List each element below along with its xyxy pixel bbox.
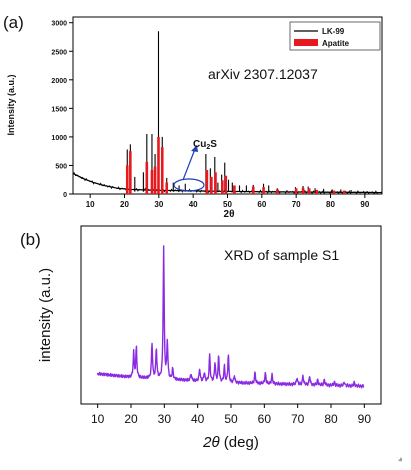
apatite-peak-10 xyxy=(214,172,217,194)
apatite-peak-15 xyxy=(262,187,265,194)
panel-a-y-tick-label: 1000 xyxy=(51,135,67,142)
panel-b-label: (b) xyxy=(20,230,41,249)
panel-a-y-tick-label: 0 xyxy=(63,192,67,199)
panel-a-legend: LK-99 Apatite xyxy=(289,21,381,51)
panel-b-x-tick-label: 20 xyxy=(124,412,138,426)
apatite-peak-5 xyxy=(157,136,160,194)
panel-a-axes: 10 20 30 40 50 60 70 80 90 0 500 1000 1500 2000 2500 30… xyxy=(51,21,369,209)
apatite-peak-11 xyxy=(221,180,224,194)
cu2s-arrow-head xyxy=(191,145,198,152)
panel-a-ylabel: Intensity (a.u.) xyxy=(6,74,16,135)
panel-a-lk99-background xyxy=(72,171,383,195)
panel-a-x-tick-label: 30 xyxy=(154,200,163,209)
panel-b-background xyxy=(96,245,365,389)
apatite-peak-12 xyxy=(224,175,228,194)
apatite-peak-6 xyxy=(160,147,164,194)
cu2s-marker-arrow xyxy=(182,148,196,181)
panel-a-y-tick-label: 2000 xyxy=(51,78,67,85)
panel-a-y-tick-label: 2500 xyxy=(51,49,67,56)
panel-b-x-tick-label: 40 xyxy=(191,412,205,426)
apatite-peak-9 xyxy=(210,176,213,194)
cu2s-marker-ellipse xyxy=(173,178,205,192)
apatite-peak-0 xyxy=(125,165,129,194)
panel-a-x-tick-label: 10 xyxy=(86,200,95,209)
panel-a-x-tick-label: 50 xyxy=(223,200,232,209)
panel-a-label: (a) xyxy=(3,13,24,32)
apatite-peak-17 xyxy=(294,188,298,194)
lk99-noise-line xyxy=(72,171,382,195)
apatite-peak-19 xyxy=(307,188,311,194)
panel-a-apatite-peaks xyxy=(125,136,346,194)
apatite-peak-14 xyxy=(251,186,255,194)
panel-a-x-tick-label: 70 xyxy=(292,200,301,209)
panel-a-annotation: arXiv 2307.12037 xyxy=(208,66,318,82)
apatite-peak-2 xyxy=(145,162,149,194)
panel-b-series-name: XRD of sample S1 xyxy=(224,247,339,263)
panel-b-x-tick-label: 50 xyxy=(224,412,238,426)
legend-lk99-label: LK-99 xyxy=(322,27,345,36)
apatite-peak-20 xyxy=(315,190,319,194)
legend-apatite-swatch xyxy=(294,39,318,46)
panel-b-x-tick-label: 60 xyxy=(258,412,272,426)
watermark: ◕ xyxy=(397,454,403,464)
panel-a-x-tick-label: 40 xyxy=(189,200,198,209)
apatite-peak-1 xyxy=(129,151,132,194)
panel-a-y-tick-label: 1500 xyxy=(51,106,67,113)
panel-a-x-tick-label: 20 xyxy=(120,200,129,209)
panel-b-x-tick-label: 90 xyxy=(358,412,372,426)
lk99-background-line xyxy=(72,172,383,194)
panel-b-x-tick-label: 70 xyxy=(291,412,305,426)
apatite-peak-13 xyxy=(233,185,236,194)
apatite-peak-4 xyxy=(153,166,157,194)
panel-b-x-tick-label: 80 xyxy=(324,412,338,426)
cu2s-label: Cu2S xyxy=(193,139,217,151)
apatite-peak-3 xyxy=(150,170,154,194)
apatite-peak-7 xyxy=(165,182,169,194)
apatite-peak-8 xyxy=(205,170,209,194)
s1-xrd-line xyxy=(96,245,365,389)
panel-b-xlabel: 2θ (deg) xyxy=(202,434,259,451)
panel-a-y-tick-label: 500 xyxy=(55,163,67,170)
panel-a-x-tick-label: 60 xyxy=(257,200,266,209)
panel-b-x-tick-label: 10 xyxy=(91,412,105,426)
panel-b-ylabel: intensity (a.u.) xyxy=(37,268,54,362)
panel-b-x-tick-label: 30 xyxy=(158,412,172,426)
panel-a-x-tick-label: 90 xyxy=(360,200,369,209)
panel-b-axes: 10 20 30 40 50 60 70 80 90 xyxy=(91,404,371,426)
apatite-peak-16 xyxy=(275,189,279,194)
apatite-peak-18 xyxy=(301,187,305,194)
legend-apatite-label: Apatite xyxy=(322,39,350,48)
panel-a-x-tick-label: 80 xyxy=(326,200,335,209)
panel-a-xlabel: 2θ xyxy=(224,209,235,220)
panel-a-y-tick-label: 3000 xyxy=(51,21,67,28)
apatite-peak-22 xyxy=(342,190,346,194)
apatite-peak-21 xyxy=(332,190,336,194)
